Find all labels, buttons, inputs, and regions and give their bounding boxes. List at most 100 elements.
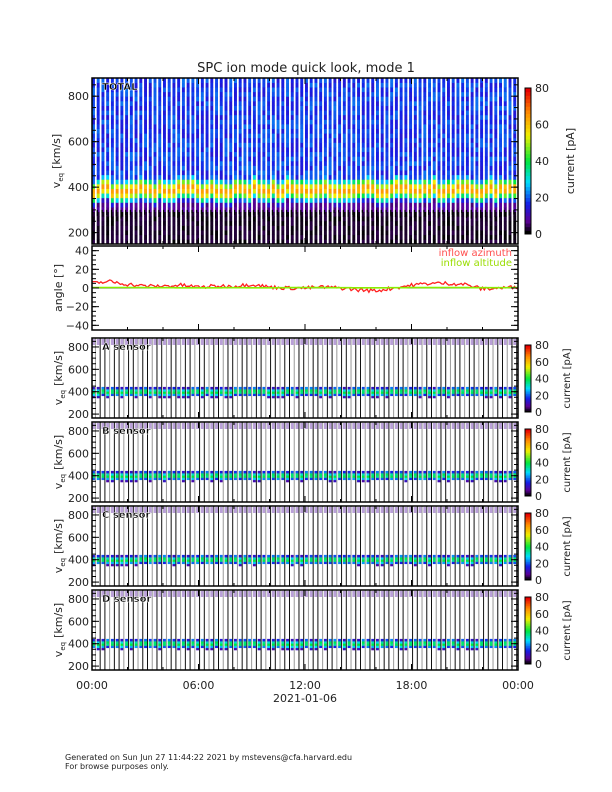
spectrogram-cell xyxy=(451,128,455,134)
spectrogram-cell xyxy=(238,101,242,106)
spectrogram-cell xyxy=(262,234,266,240)
spectrogram-cell xyxy=(309,184,313,189)
spectrogram-cell xyxy=(196,470,200,474)
spectrogram-cell xyxy=(399,87,403,93)
colorbar-segment xyxy=(525,348,531,351)
spectrogram-cell xyxy=(366,110,370,116)
spectrogram-cell xyxy=(96,128,100,134)
spectrogram-cell xyxy=(390,225,394,231)
spectrogram-cell xyxy=(347,477,351,481)
spectrogram-cell xyxy=(129,207,133,213)
spectrogram-cell xyxy=(404,211,408,217)
spectrogram-top-cell xyxy=(290,339,294,345)
spectrogram-cell xyxy=(134,477,138,481)
spectrogram-cell xyxy=(200,477,204,481)
spectrogram-cell xyxy=(139,239,143,245)
spectrogram-cell xyxy=(361,114,365,120)
spectrogram-cell xyxy=(361,188,365,194)
spectrogram-cell xyxy=(234,156,237,162)
spectrogram-cell xyxy=(92,470,95,474)
spectrogram-cell xyxy=(267,96,271,102)
spectrogram-column-line xyxy=(331,338,333,418)
spectrogram-top-cell xyxy=(276,423,280,429)
spectrogram-cell xyxy=(323,82,327,88)
colorbar-segment xyxy=(525,190,531,195)
spectrogram-cell xyxy=(215,137,218,143)
spectrogram-cell xyxy=(167,386,171,390)
spectrogram-column-line xyxy=(194,422,196,502)
spectrogram-cell xyxy=(286,96,289,102)
spectrogram-cell xyxy=(286,78,289,83)
spectrogram-cell xyxy=(219,161,223,166)
spectrogram-cell xyxy=(262,393,266,397)
spectrogram-cell xyxy=(139,557,143,560)
spectrogram-cell xyxy=(323,170,327,176)
spectrogram-cell xyxy=(423,179,427,185)
spectrogram-cell xyxy=(200,174,204,180)
spectrogram-cell xyxy=(409,96,413,102)
spectrogram-cell xyxy=(248,473,252,476)
spectrogram-column-line xyxy=(378,338,380,418)
spectrogram-cell xyxy=(328,475,332,478)
spectrogram-cell xyxy=(376,119,379,125)
spectrogram-cell xyxy=(267,230,271,236)
spectrogram-cell xyxy=(465,475,469,478)
spectrogram-cell xyxy=(115,128,119,134)
spectrogram-column-line xyxy=(303,422,305,502)
spectrogram-cell xyxy=(328,197,332,203)
spectrogram-cell xyxy=(224,216,228,222)
spectrogram-cell xyxy=(205,105,209,111)
spectrogram-cell xyxy=(134,119,138,125)
spectrogram-cell xyxy=(390,220,394,226)
spectrogram-cell xyxy=(120,477,124,481)
spectrogram-cell xyxy=(158,207,162,213)
spectrogram-top-cell xyxy=(158,339,162,345)
spectrogram-cell xyxy=(96,193,100,199)
spectrogram-column-line xyxy=(137,506,139,586)
spectrogram-cell xyxy=(219,156,223,162)
colorbar-segment xyxy=(525,398,531,401)
spectrogram-cell xyxy=(404,87,408,93)
spectrogram-cell xyxy=(153,211,157,217)
spectrogram-cell xyxy=(447,156,450,162)
spectrogram-cell xyxy=(475,170,479,176)
spectrogram-cell xyxy=(399,147,403,153)
spectrogram-cell xyxy=(456,147,460,153)
spectrogram-cell xyxy=(390,78,394,83)
spectrogram-cell xyxy=(196,161,200,166)
spectrogram-cell xyxy=(234,96,237,102)
spectrogram-cell xyxy=(148,87,152,93)
spectrogram-column-line xyxy=(459,422,461,502)
spectrogram-cell xyxy=(451,216,455,222)
spectrogram-cell xyxy=(229,234,233,240)
spectrogram-cell xyxy=(380,389,384,392)
spectrogram-cell xyxy=(451,82,455,88)
spectrogram-cell xyxy=(428,124,431,130)
spectrogram-cell xyxy=(371,239,375,245)
spectrogram-cell xyxy=(418,216,422,222)
spectrogram-cell xyxy=(290,105,294,111)
spectrogram-cell xyxy=(475,165,479,171)
spectrogram-cell xyxy=(394,389,398,392)
spectrogram-cell xyxy=(205,151,209,157)
spectrogram-cell xyxy=(243,470,247,474)
spectrogram-cell xyxy=(129,479,133,483)
spectrogram-cell xyxy=(115,193,119,199)
spectrogram-cell xyxy=(413,110,417,116)
spectrogram-cell xyxy=(305,207,308,213)
spectrogram-cell xyxy=(120,393,124,397)
spectrogram-column-line xyxy=(289,422,290,502)
spectrogram-cell xyxy=(465,188,469,194)
spectrogram-cell xyxy=(290,179,294,185)
spectrogram-cell xyxy=(148,82,152,88)
spectrogram-cell xyxy=(371,202,375,208)
spectrogram-cell xyxy=(394,174,398,180)
spectrogram-cell xyxy=(385,101,389,106)
spectrogram-cell xyxy=(110,142,114,148)
spectrogram-cell xyxy=(442,179,446,185)
spectrogram-cell xyxy=(390,386,394,390)
spectrogram-cell xyxy=(120,479,124,483)
spectrogram-cell xyxy=(139,96,143,102)
spectrogram-cell xyxy=(314,211,318,217)
spectrogram-cell xyxy=(106,114,110,120)
